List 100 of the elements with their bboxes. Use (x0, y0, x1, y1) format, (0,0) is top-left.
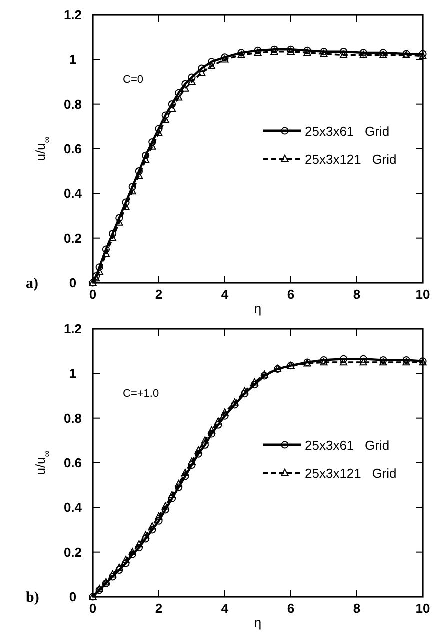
point (201, 436, 209, 444)
y-tick-label: 0.6 (64, 142, 82, 156)
point (250, 381, 258, 389)
x-tick-label: 6 (287, 287, 295, 302)
point (182, 84, 190, 92)
point (198, 68, 206, 76)
point (360, 358, 368, 366)
point (221, 408, 229, 416)
point (155, 512, 163, 520)
x-tick-label: 8 (353, 601, 361, 616)
point (208, 430, 216, 438)
point (198, 64, 206, 72)
point (241, 387, 249, 395)
point (221, 56, 229, 63)
point (419, 52, 427, 60)
x-tick-label: 10 (416, 287, 430, 302)
point (188, 458, 196, 466)
point (142, 152, 150, 160)
point (188, 78, 196, 86)
point (148, 142, 156, 150)
point (208, 62, 216, 70)
x-tick-label: 2 (155, 601, 163, 616)
y-tick-label: 0.6 (64, 456, 82, 470)
point (135, 544, 143, 552)
point (260, 372, 268, 380)
point (182, 80, 190, 88)
point (182, 472, 190, 480)
x-tick-label: 6 (287, 601, 295, 616)
point (148, 138, 156, 146)
x-tick-label: 2 (155, 287, 163, 302)
y-tick-label: 0.8 (64, 96, 82, 112)
y-tick-label: 1.2 (64, 8, 82, 22)
point (231, 401, 239, 409)
point (102, 250, 110, 258)
y-tick-label: 0.8 (64, 410, 82, 426)
point (175, 89, 183, 97)
point (162, 502, 170, 510)
point (116, 214, 124, 222)
point (194, 446, 202, 454)
x-tick-label: 4 (221, 601, 230, 616)
text: b) (26, 590, 40, 606)
point (221, 412, 229, 420)
point (340, 355, 348, 363)
point (109, 573, 117, 581)
point (162, 112, 170, 120)
text: a) (26, 276, 38, 292)
point (287, 48, 295, 55)
point (96, 585, 104, 592)
point (109, 570, 117, 578)
x-tick-label: 0 (89, 601, 97, 616)
point (340, 358, 348, 366)
point (221, 54, 229, 62)
point (340, 51, 348, 58)
point (168, 491, 176, 499)
x-tick-label: 0 (89, 287, 97, 302)
point (254, 46, 262, 55)
point (360, 51, 368, 58)
y-tick-label: 0.4 (64, 186, 83, 202)
point (231, 398, 239, 406)
point (254, 48, 262, 56)
point (304, 46, 312, 55)
point (155, 517, 163, 525)
y-tick-label: 0.2 (64, 544, 82, 560)
y-tick-label: 1.2 (64, 322, 82, 336)
point (402, 356, 410, 364)
x-tick-label: 4 (221, 287, 230, 302)
point (182, 468, 190, 476)
point (128, 548, 136, 556)
point (241, 390, 249, 398)
point (380, 356, 388, 364)
x-axis-title: η (254, 615, 262, 630)
y-tick-label: 1 (69, 52, 77, 68)
legend-label: 25x3x121 Grid (305, 466, 397, 481)
point (122, 556, 130, 564)
y-tick-label: 0 (69, 590, 77, 604)
point (116, 566, 124, 574)
x-axis-title: η (254, 301, 262, 316)
y-tick-label: 1 (69, 366, 77, 382)
point (122, 560, 130, 568)
point (320, 358, 328, 366)
point (380, 358, 388, 366)
point (135, 540, 143, 548)
y-tick-label: 0.4 (64, 500, 83, 516)
point (320, 356, 328, 364)
point (270, 48, 278, 55)
point (188, 74, 196, 82)
point (201, 441, 209, 449)
y-tick-label: 0.2 (64, 230, 82, 246)
point (116, 564, 124, 572)
point (287, 46, 295, 54)
point (148, 526, 156, 534)
point (155, 125, 163, 133)
point (175, 484, 183, 492)
point (194, 450, 202, 458)
point (175, 480, 183, 488)
point (96, 586, 104, 594)
point (380, 51, 388, 58)
point (142, 535, 150, 543)
point (260, 370, 268, 378)
point (419, 50, 427, 58)
